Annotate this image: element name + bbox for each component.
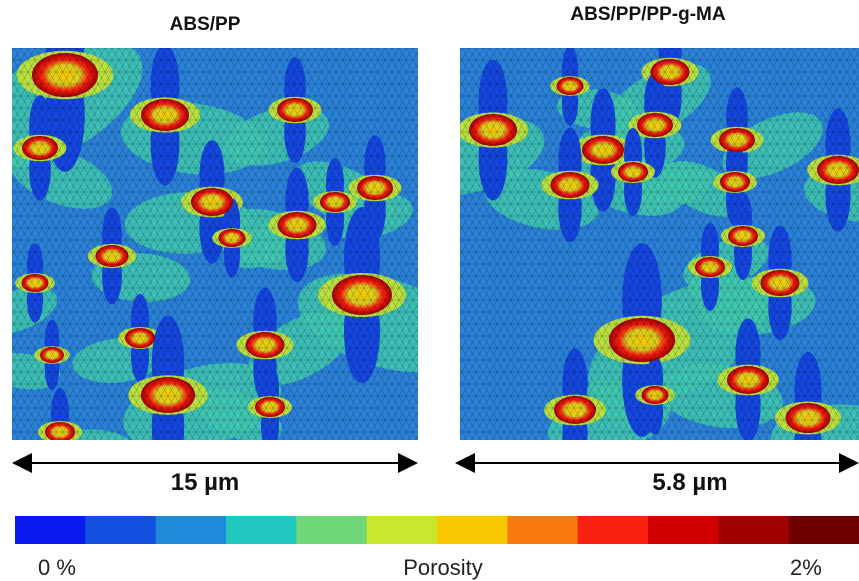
panel-content [460,48,859,440]
panel-title: ABS/PP/PP-g-MA [570,4,725,25]
scale-label: 5.8 µm [652,469,727,496]
colorbar-min: 0 % [38,555,76,580]
mesh [12,48,418,440]
colorbar [15,516,859,544]
colorbar-segment [366,516,438,544]
colorbar-segment [577,516,649,544]
colorbar-segment [226,516,297,544]
simulation-panel [12,48,418,440]
colorbar-segment [15,516,86,544]
colorbar-title: Porosity [403,555,482,580]
colorbar-segment [437,516,508,544]
panel-title: ABS/PP [170,14,241,35]
colorbar-segment [85,516,157,544]
simulation-panel [460,48,859,440]
colorbar-segment [507,516,579,544]
scale-label: 15 µm [171,469,240,496]
mesh [460,48,859,440]
colorbar-max: 2% [790,555,822,580]
colorbar-segment [155,516,227,544]
colorbar-segment [718,516,790,544]
colorbar-segment [648,516,719,544]
panel-content [12,48,418,440]
colorbar-segment [296,516,368,544]
colorbar-segment [788,516,859,544]
